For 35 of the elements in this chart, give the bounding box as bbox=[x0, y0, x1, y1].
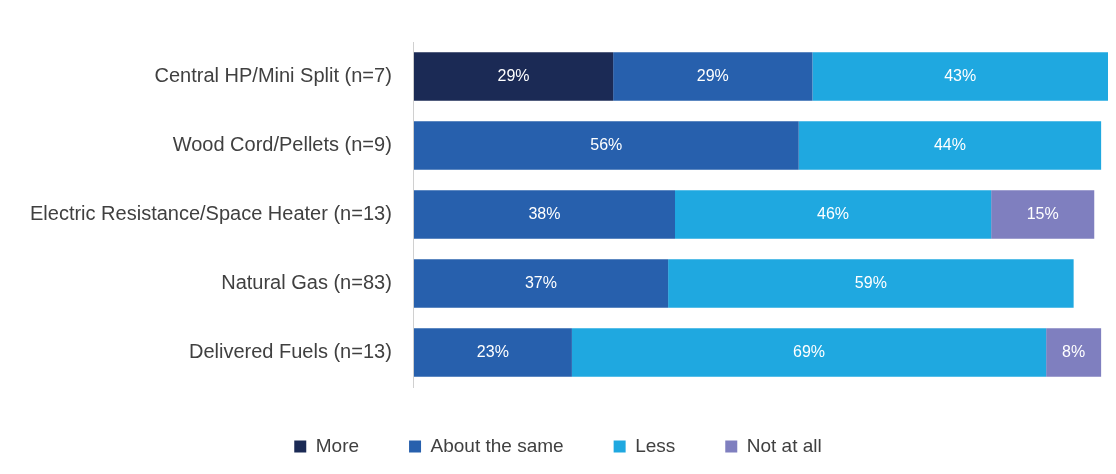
data-label: 37% bbox=[524, 273, 557, 291]
data-label: 69% bbox=[793, 342, 826, 360]
bar bbox=[413, 52, 614, 101]
bar bbox=[991, 190, 1095, 239]
data-label: 59% bbox=[854, 273, 887, 291]
bar bbox=[1046, 328, 1102, 377]
data-label: 15% bbox=[1026, 204, 1059, 222]
legend-label: About the same bbox=[430, 434, 564, 456]
bar bbox=[413, 328, 572, 377]
legend-label: Not at all bbox=[746, 434, 822, 456]
data-label: 29% bbox=[696, 66, 729, 84]
y-tick-label: Electric Resistance/Space Heater (n=13) bbox=[29, 202, 392, 225]
data-label: 29% bbox=[497, 66, 530, 84]
bar bbox=[668, 259, 1074, 308]
bar bbox=[413, 190, 676, 239]
y-tick-label: Delivered Fuels (n=13) bbox=[188, 340, 392, 363]
data-label: 44% bbox=[933, 135, 966, 153]
y-tick-label: Natural Gas (n=83) bbox=[221, 271, 392, 294]
bar bbox=[613, 52, 813, 101]
data-label: 56% bbox=[590, 135, 623, 153]
legend-label: More bbox=[315, 434, 360, 456]
data-label: 46% bbox=[817, 204, 850, 222]
legend-label: Less bbox=[635, 434, 676, 456]
data-label: 43% bbox=[944, 66, 977, 84]
bar bbox=[413, 259, 669, 308]
data-label: 38% bbox=[528, 204, 561, 222]
y-tick-label: Central HP/Mini Split (n=7) bbox=[154, 64, 392, 87]
bar bbox=[413, 121, 799, 170]
bar bbox=[798, 121, 1102, 170]
bar bbox=[571, 328, 1047, 377]
y-tick-label: Wood Cord/Pellets (n=9) bbox=[172, 133, 392, 156]
data-label: 23% bbox=[476, 342, 509, 360]
data-label: 8% bbox=[1062, 342, 1086, 360]
bar bbox=[675, 190, 992, 239]
bar bbox=[812, 52, 1108, 101]
